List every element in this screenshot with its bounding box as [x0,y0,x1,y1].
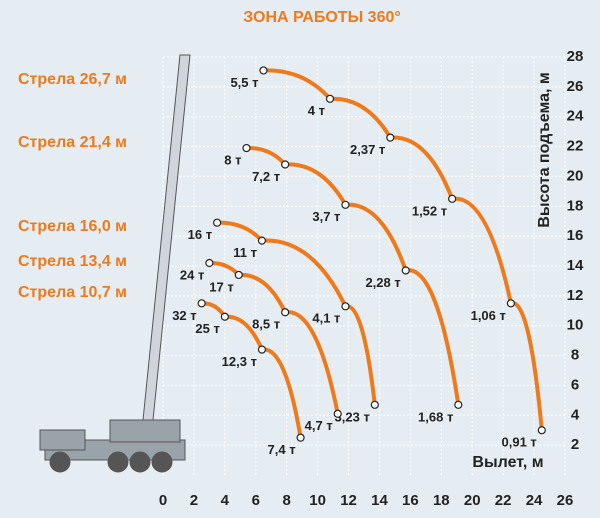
y-tick-label: 22 [567,138,584,155]
point-label: 4 т [308,103,325,118]
x-tick-label: 22 [495,492,512,509]
point [220,312,229,321]
y-tick-label: 26 [567,78,584,95]
legend-label: Стрела 16,0 м [18,218,127,235]
point-label: 4,7 т [305,418,333,433]
y-tick-label: 20 [567,167,584,184]
point [296,433,305,442]
y-tick-label: 4 [571,406,580,423]
point [281,308,290,317]
y-tick-label: 6 [571,376,579,393]
point-label: 8,5 т [252,317,280,332]
x-tick-label: 0 [159,492,167,509]
point [242,143,251,153]
point-label: 25 т [195,321,219,336]
point [341,302,350,311]
y-tick-label: 10 [567,317,584,334]
legend-label: Стрела 10,7 м [18,284,127,301]
grid [162,56,566,475]
x-tick-label: 18 [433,492,450,509]
x-tick-label: 4 [221,492,230,509]
y-tick-label: 8 [571,347,579,364]
curve [201,301,303,439]
point-label: 11 т [233,245,257,260]
point-label: 3,7 т [312,209,340,224]
point-label: 24 т [180,267,204,282]
y-tick-label: 18 [567,197,584,214]
point [205,258,214,268]
point-label: 16 т [188,227,212,242]
point [259,66,268,75]
point [401,266,410,275]
point-label: 4,1 т [312,311,340,326]
y-tick-label: 12 [567,287,584,304]
curve [246,146,461,406]
chart-title: ЗОНА РАБОТЫ 360° [243,9,401,26]
crane-illustration [39,54,191,473]
x-tick-label: 16 [402,492,419,509]
point [234,270,243,280]
point [281,160,290,169]
legend-label: Стрела 26,7 м [18,71,127,88]
point-label: 17 т [209,279,233,294]
y-tick-label: 14 [567,257,584,274]
y-axis-title: Высота подъема, м [536,72,553,227]
x-tick-label: 24 [526,492,543,509]
x-tick-label: 26 [557,492,574,509]
x-tick-label: 14 [371,492,388,509]
x-tick-label: 10 [309,492,326,509]
point-label: 7,2 т [252,169,280,184]
point-label: 2,37 т [350,142,385,157]
point [537,426,546,435]
y-tick-label: 28 [567,48,584,65]
curve [209,261,340,415]
point-label: 7,4 т [268,442,296,457]
point-label: 1,52 т [412,203,447,218]
point [213,218,222,227]
point [257,345,267,354]
point-label: 8 т [224,153,241,168]
x-tick-label: 20 [464,492,481,509]
x-tick-label: 6 [252,492,260,509]
x-tick-label: 2 [190,492,198,509]
point [454,400,463,409]
legend-label: Стрела 13,4 м [18,253,127,270]
point [257,236,267,245]
y-tick-label: 24 [567,108,584,125]
x-tick-label: 12 [340,492,357,509]
point-label: 0,91 т [502,435,537,450]
point [325,94,335,103]
point-label: 1,06 т [471,308,506,323]
legend-label: Стрела 21,4 м [18,134,127,151]
point-label: 5,5 т [230,75,258,90]
x-axis-title: Вылет, м [472,454,543,471]
y-tick-label: 16 [567,227,584,244]
point [370,400,379,409]
point [386,133,395,142]
point [197,299,206,308]
point [506,299,515,308]
point-label: 2,28 т [365,275,400,290]
curve [263,68,544,431]
y-tick-label: 2 [571,436,579,453]
point [333,409,342,418]
point [448,194,457,203]
point [341,200,350,209]
point-label: 12,3 т [222,354,257,369]
x-tick-label: 8 [283,492,291,509]
point-label: 32 т [172,308,196,323]
curve [217,220,377,406]
point-label: 1,68 т [418,409,453,424]
point-label: 3,23 т [335,409,370,424]
